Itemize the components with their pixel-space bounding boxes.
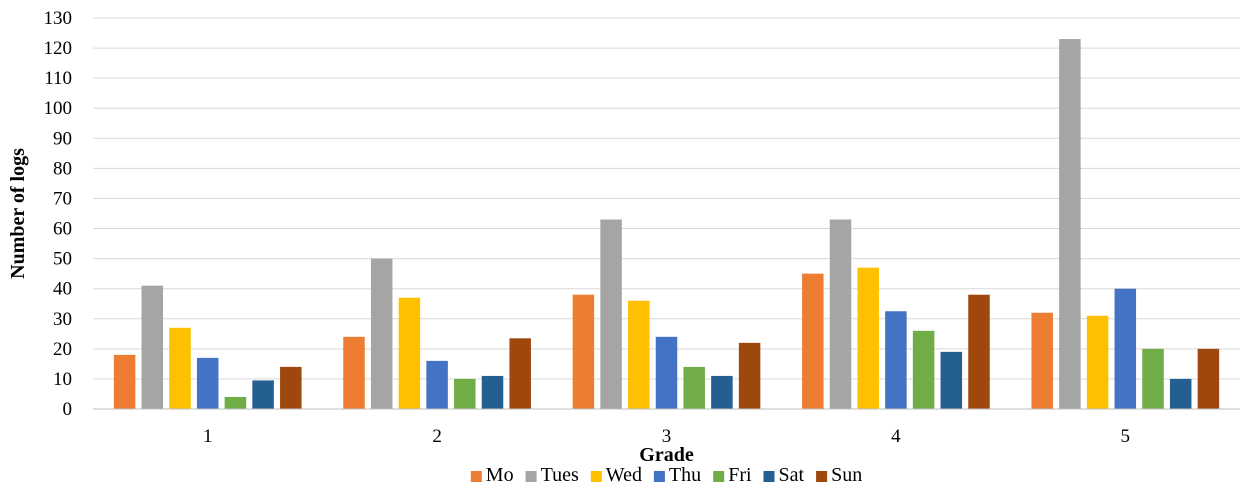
bar-mo-grade-2	[343, 336, 365, 409]
bar-sun-grade-1	[280, 366, 302, 409]
bar-fri-grade-4	[912, 330, 935, 409]
y-tick-label: 90	[53, 128, 72, 149]
y-tick-label: 50	[53, 249, 72, 270]
bar-wed-grade-4	[857, 267, 879, 409]
x-tick-label: 4	[891, 426, 901, 447]
y-axis-title: Number of logs	[7, 148, 29, 279]
bar-tues-grade-4	[829, 219, 852, 409]
bar-sat-grade-3	[711, 375, 733, 409]
bar-mo-grade-3	[572, 294, 595, 409]
bar-mo-grade-4	[802, 273, 824, 409]
bar-sun-grade-2	[509, 338, 531, 409]
y-tick-label: 30	[53, 309, 72, 330]
legend-item-fri: Fri	[713, 464, 752, 486]
bar-tues-grade-5	[1059, 39, 1081, 410]
y-tick-label: 70	[53, 188, 72, 209]
y-tick-label: 100	[44, 98, 73, 119]
gridlines	[93, 17, 1240, 380]
bar-sun-grade-3	[738, 342, 761, 409]
legend-item-thu: Thu	[653, 464, 701, 486]
bars	[113, 39, 1220, 410]
legend-item-sun: Sun	[816, 464, 862, 486]
x-tick-label: 3	[662, 426, 672, 447]
bar-fri-grade-1	[224, 396, 247, 409]
bar-thu-grade-2	[426, 360, 448, 409]
bar-mo-grade-1	[113, 354, 136, 409]
legend-swatch	[763, 471, 775, 482]
y-tick-label: 20	[53, 339, 72, 360]
bar-sun-grade-5	[1197, 348, 1220, 409]
bar-sat-grade-5	[1169, 378, 1192, 409]
bar-fri-grade-3	[683, 366, 705, 409]
bar-sun-grade-4	[968, 294, 990, 409]
bar-wed-grade-2	[398, 297, 421, 409]
legend-swatch	[653, 471, 665, 482]
x-tick-label: 1	[203, 426, 213, 447]
legend-swatch	[525, 471, 537, 482]
x-tick-label: 2	[432, 426, 442, 447]
bar-wed-grade-3	[628, 300, 650, 409]
bar-thu-grade-4	[885, 311, 907, 409]
bar-sat-grade-1	[252, 380, 274, 409]
legend-swatch	[470, 471, 482, 482]
bar-thu-grade-3	[655, 336, 678, 409]
legend-label: Wed	[606, 464, 642, 486]
bar-tues-grade-2	[370, 258, 393, 409]
y-tick-label: 80	[53, 158, 72, 179]
y-axis-ticks: 0 10 20 30 40 50 60 70 80 90 100 110 120 130	[44, 8, 73, 420]
legend-label: Fri	[728, 464, 752, 486]
legend-label: Tues	[541, 464, 579, 486]
x-axis-ticks: 1 2 3 4 5	[203, 426, 1130, 447]
y-tick-label: 130	[44, 8, 73, 29]
y-tick-label: 120	[44, 38, 73, 59]
legend-item-mo: Mo	[470, 464, 514, 486]
bar-wed-grade-1	[169, 327, 191, 409]
x-tick-label: 5	[1121, 426, 1131, 447]
legend-swatch	[816, 471, 828, 482]
bar-fri-grade-2	[454, 378, 476, 409]
bar-thu-grade-5	[1114, 288, 1137, 409]
legend: Mo Tues Wed Thu Fri Sat Sun	[470, 464, 862, 486]
bar-sat-grade-2	[481, 375, 504, 409]
x-axis-title: Grade	[639, 444, 694, 466]
legend-item-wed: Wed	[590, 464, 642, 486]
legend-label: Sat	[779, 464, 805, 486]
legend-label: Mo	[486, 464, 514, 486]
bar-tues-grade-1	[141, 285, 164, 409]
y-tick-label: 0	[63, 399, 73, 420]
y-tick-label: 60	[53, 219, 72, 240]
bar-sat-grade-4	[940, 351, 963, 409]
y-tick-label: 10	[53, 369, 72, 390]
legend-item-sat: Sat	[763, 464, 805, 486]
legend-swatch	[590, 471, 602, 482]
bar-mo-grade-5	[1031, 312, 1053, 409]
y-tick-label: 40	[53, 279, 72, 300]
y-tick-label: 110	[44, 68, 72, 89]
legend-swatch	[713, 471, 725, 482]
bar-thu-grade-1	[196, 357, 219, 409]
bar-fri-grade-5	[1142, 348, 1164, 409]
bar-tues-grade-3	[600, 219, 622, 409]
legend-label: Sun	[831, 464, 862, 486]
legend-label: Thu	[669, 464, 701, 486]
bar-wed-grade-5	[1086, 315, 1109, 409]
legend-item-tues: Tues	[525, 464, 579, 486]
